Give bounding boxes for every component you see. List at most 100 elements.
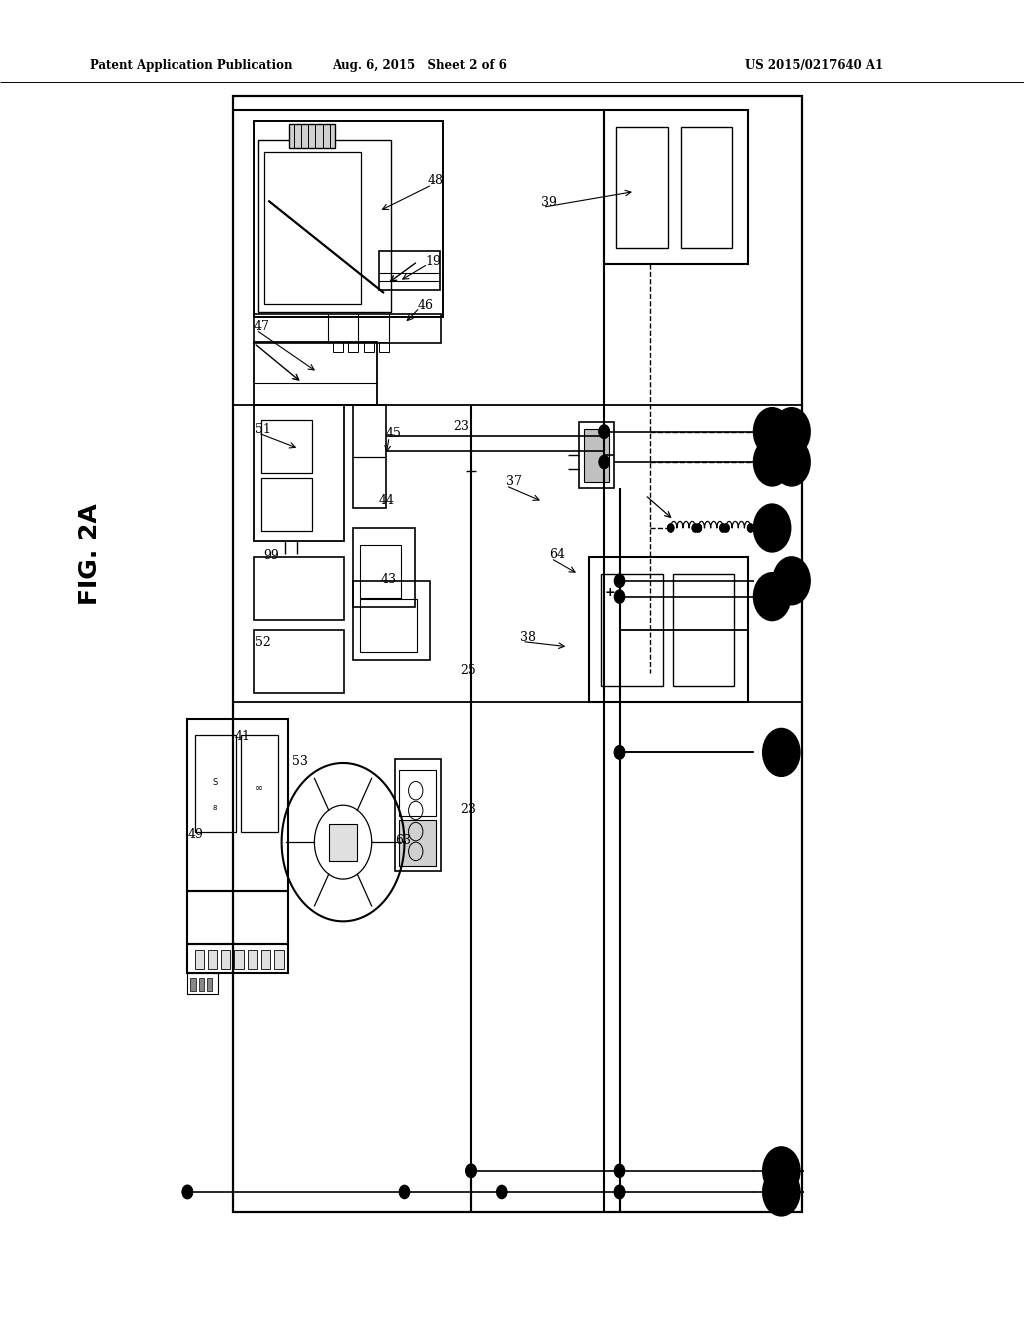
Text: S: S xyxy=(212,779,218,787)
Text: 23: 23 xyxy=(454,420,470,433)
Text: 47: 47 xyxy=(254,319,270,333)
Circle shape xyxy=(599,455,609,469)
Circle shape xyxy=(723,524,729,532)
Text: 41: 41 xyxy=(234,730,251,743)
Bar xyxy=(199,978,204,991)
Bar xyxy=(399,770,436,816)
Circle shape xyxy=(748,524,754,532)
Bar xyxy=(254,557,344,620)
Circle shape xyxy=(614,574,625,587)
Circle shape xyxy=(754,438,791,486)
Text: 39: 39 xyxy=(541,195,557,209)
Bar xyxy=(360,599,417,652)
Circle shape xyxy=(748,524,754,532)
Circle shape xyxy=(692,524,698,532)
Bar xyxy=(187,944,288,973)
Bar xyxy=(248,950,257,969)
Circle shape xyxy=(773,438,810,486)
Bar xyxy=(395,759,441,871)
Text: E: E xyxy=(787,576,796,586)
Text: 43: 43 xyxy=(381,573,397,586)
Bar xyxy=(254,630,344,693)
Circle shape xyxy=(182,1185,193,1199)
Bar xyxy=(616,127,668,248)
Text: 52: 52 xyxy=(255,636,270,649)
Circle shape xyxy=(720,524,726,532)
Bar xyxy=(681,127,732,248)
Text: 51: 51 xyxy=(255,422,271,436)
Bar xyxy=(329,824,357,861)
Bar xyxy=(195,735,236,832)
Bar xyxy=(234,950,244,969)
Text: 25: 25 xyxy=(460,664,475,677)
Bar xyxy=(289,124,335,148)
Circle shape xyxy=(182,1185,193,1199)
Bar xyxy=(360,545,401,598)
Bar xyxy=(195,950,204,969)
Text: 8: 8 xyxy=(213,805,217,810)
Bar xyxy=(187,891,288,944)
Circle shape xyxy=(614,590,625,603)
Text: A: A xyxy=(777,1187,785,1197)
Text: Patent Application Publication: Patent Application Publication xyxy=(90,59,293,73)
Bar xyxy=(379,342,389,352)
Text: 38: 38 xyxy=(520,631,537,644)
Bar xyxy=(353,528,415,607)
Text: 37: 37 xyxy=(506,475,522,488)
Text: J: J xyxy=(769,426,775,437)
Text: 45: 45 xyxy=(386,426,402,440)
Text: US 2015/0217640 A1: US 2015/0217640 A1 xyxy=(745,59,883,73)
Circle shape xyxy=(763,1168,800,1216)
Text: B: B xyxy=(776,1166,786,1176)
Circle shape xyxy=(754,408,791,455)
Bar xyxy=(258,140,391,312)
Circle shape xyxy=(466,1164,476,1177)
Bar xyxy=(673,574,734,686)
Bar xyxy=(353,405,386,508)
Circle shape xyxy=(692,524,698,532)
Bar xyxy=(207,978,212,991)
Bar xyxy=(399,820,436,866)
Bar xyxy=(254,405,344,541)
Bar xyxy=(264,152,361,304)
Circle shape xyxy=(614,1185,625,1199)
Text: D: D xyxy=(767,591,777,602)
Bar xyxy=(241,735,278,832)
Text: FIG. 2A: FIG. 2A xyxy=(78,503,102,606)
Text: Aug. 6, 2015   Sheet 2 of 6: Aug. 6, 2015 Sheet 2 of 6 xyxy=(333,59,507,73)
Circle shape xyxy=(773,557,810,605)
Bar xyxy=(579,422,614,488)
Text: 64: 64 xyxy=(549,548,565,561)
Text: 99: 99 xyxy=(263,549,279,562)
Bar xyxy=(261,950,270,969)
Circle shape xyxy=(614,1185,625,1199)
Bar xyxy=(254,121,443,317)
Text: 53: 53 xyxy=(292,755,308,768)
Bar xyxy=(379,251,440,290)
Text: G: G xyxy=(767,457,777,467)
Text: F: F xyxy=(768,523,776,533)
Bar xyxy=(254,314,441,343)
Circle shape xyxy=(763,1147,800,1195)
Bar xyxy=(364,342,374,352)
Text: 48: 48 xyxy=(428,174,444,187)
Bar xyxy=(233,96,802,1212)
Circle shape xyxy=(614,746,625,759)
Circle shape xyxy=(614,1164,625,1177)
Bar xyxy=(584,429,609,482)
Bar xyxy=(333,342,343,352)
Bar xyxy=(348,342,358,352)
Bar xyxy=(604,110,748,264)
Text: H: H xyxy=(786,457,797,467)
Bar xyxy=(190,978,196,991)
Circle shape xyxy=(614,746,625,759)
Bar xyxy=(187,719,288,891)
Text: K: K xyxy=(786,426,797,437)
Text: 19: 19 xyxy=(425,255,441,268)
Circle shape xyxy=(668,524,674,532)
Bar xyxy=(353,581,430,660)
Text: 63: 63 xyxy=(395,834,412,847)
Bar xyxy=(261,478,312,531)
Circle shape xyxy=(399,1185,410,1199)
Bar xyxy=(254,342,377,405)
